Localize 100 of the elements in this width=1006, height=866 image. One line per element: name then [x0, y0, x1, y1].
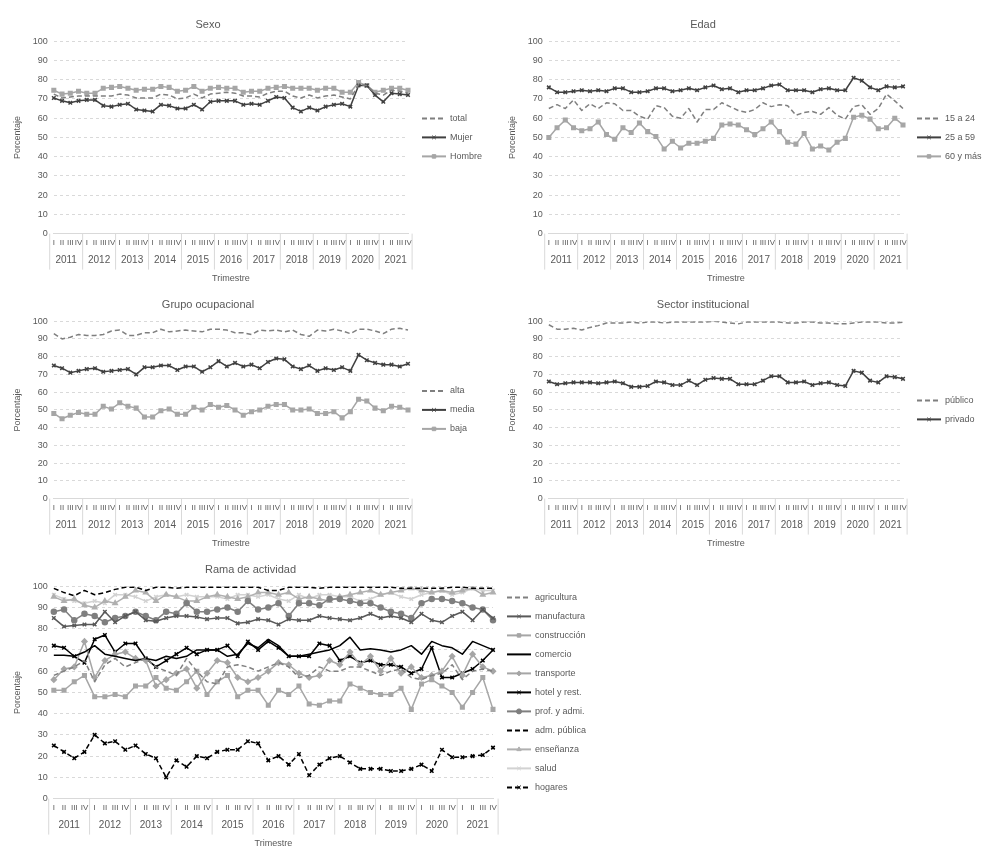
text: 2021: [466, 819, 490, 831]
x-tick-label: III: [264, 502, 272, 512]
x-tick-label: IV: [305, 502, 314, 512]
text: 2014: [648, 254, 672, 266]
y-tick-label: 100: [527, 315, 543, 326]
x-tick-label: II: [125, 502, 131, 512]
x-tick-label: I: [877, 502, 880, 512]
x-tick-label: III: [726, 237, 734, 247]
x-tick-label: IV: [800, 237, 809, 247]
text: 2019: [318, 519, 342, 531]
x-tick-label: IV: [734, 502, 743, 512]
x-tick-label: IV: [866, 237, 875, 247]
x-tick-label: I: [712, 237, 715, 247]
text: 2014: [153, 519, 177, 531]
y-tick-label: 10: [532, 475, 543, 486]
x-tick-label: IV: [338, 502, 347, 512]
x-tick-label: II: [102, 802, 108, 812]
x-tick-label: II: [785, 237, 790, 247]
x-tick-label: III: [330, 237, 338, 247]
text: 2019: [813, 254, 837, 266]
x-tick-label: III: [397, 802, 405, 812]
x-tick-label: IV: [833, 502, 842, 512]
x-tick-label: I: [580, 502, 583, 512]
y-tick-label: 50: [532, 131, 543, 142]
x-tick-label: III: [891, 502, 899, 512]
x-tick-label: IV: [602, 237, 611, 247]
x-tick-label: II: [620, 237, 626, 247]
y-tick-label: 80: [532, 351, 543, 362]
text: 2011: [58, 819, 81, 831]
text: 2013: [120, 254, 144, 266]
x-tick-label: IV: [162, 802, 171, 812]
text: 2021: [384, 254, 408, 266]
x-tick-label: II: [554, 502, 560, 512]
x-tick-label: IV: [899, 502, 908, 512]
x-tick-label: I: [461, 802, 464, 812]
x-tick-label: I: [85, 502, 88, 512]
text: 2015: [221, 819, 245, 831]
x-tick-label: III: [316, 802, 323, 812]
x-tick-label: III: [792, 502, 800, 512]
x-tick-label: I: [382, 502, 385, 512]
legend-label: baja: [450, 423, 468, 434]
x-tick-label: I: [151, 502, 154, 512]
text: 2011: [55, 519, 78, 531]
x-tick-label: I: [547, 502, 550, 512]
y-tick-label: 60: [37, 112, 48, 123]
legend-label: salud: [535, 762, 557, 773]
text: 2016: [714, 519, 738, 531]
x-tick-label: II: [356, 502, 361, 512]
x-tick-label: I: [580, 237, 583, 247]
x-tick-label: II: [686, 237, 692, 247]
x-tick-label: I: [745, 237, 748, 247]
text: 2016: [219, 254, 243, 266]
x-tick-label: II: [61, 802, 67, 812]
x-tick-label: II: [851, 502, 856, 512]
x-tick-label: I: [118, 237, 121, 247]
x-tick-label: I: [811, 502, 814, 512]
text: 2012: [87, 519, 111, 531]
y-tick-label: 0: [42, 493, 48, 504]
x-tick-label: I: [338, 802, 341, 812]
x-tick-label: II: [388, 802, 394, 812]
x-tick-label: II: [347, 802, 353, 812]
x-tick-label: IV: [668, 502, 677, 512]
y-tick-label: 10: [37, 771, 48, 782]
x-tick-label: II: [686, 502, 692, 512]
x-tick-label: III: [792, 237, 800, 247]
x-tick-label: III: [165, 237, 173, 247]
x-tick-label: II: [191, 237, 197, 247]
x-tick-label: III: [165, 502, 173, 512]
x-tick-label: III: [231, 502, 239, 512]
x-tick-label: II: [884, 502, 889, 512]
x-tick-label: IV: [407, 802, 416, 812]
x-tick-label: IV: [899, 237, 908, 247]
x-tick-label: II: [719, 502, 725, 512]
x-tick-label: IV: [701, 502, 710, 512]
x-axis-title: Trimestre: [254, 838, 293, 849]
x-tick-label: IV: [569, 237, 578, 247]
x-tick-label: I: [811, 237, 814, 247]
x-tick-label: IV: [366, 802, 375, 812]
x-tick-label: I: [216, 802, 219, 812]
x-tick-label: II: [125, 237, 131, 247]
y-tick-label: 20: [37, 750, 48, 761]
x-tick-label: II: [290, 237, 295, 247]
text: 2012: [582, 254, 606, 266]
x-tick-label: I: [382, 237, 385, 247]
text: 2018: [285, 519, 309, 531]
x-tick-label: I: [679, 502, 682, 512]
x-tick-label: IV: [489, 802, 498, 812]
text: 2020: [351, 519, 375, 531]
x-tick-label: IV: [767, 502, 776, 512]
text: 2019: [813, 519, 837, 531]
text: 2019: [384, 819, 408, 831]
y-tick-label: 100: [527, 35, 543, 46]
x-tick-label: III: [275, 802, 282, 812]
text: 2012: [582, 519, 606, 531]
y-axis-title: Porcentaje: [11, 388, 22, 432]
x-tick-label: IV: [173, 502, 182, 512]
x-tick-label: IV: [635, 237, 644, 247]
text: 2013: [120, 519, 144, 531]
x-tick-label: IV: [173, 237, 182, 247]
x-tick-label: III: [825, 237, 833, 247]
